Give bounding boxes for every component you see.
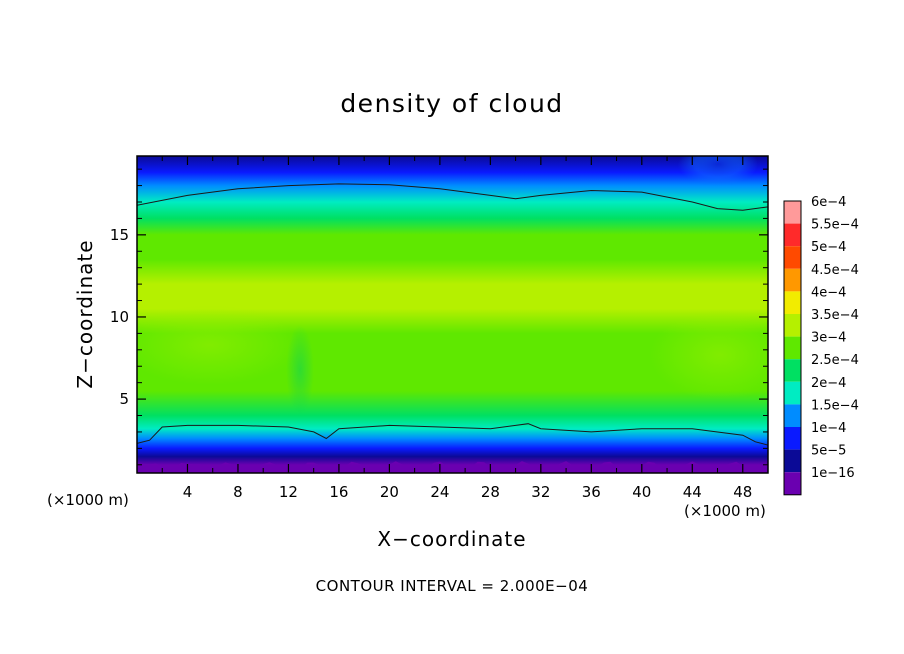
colorbar-label: 6e−4 (811, 195, 846, 210)
x-tick-label: 16 (329, 483, 348, 501)
colorbar-swatch (784, 268, 801, 292)
colorbar-label: 1.5e−4 (811, 398, 859, 413)
bright-region-right (650, 310, 768, 400)
ground-band (137, 461, 768, 473)
contour-line-lower (137, 423, 768, 446)
colorbar-swatch (784, 449, 801, 473)
x-tick-label: 20 (380, 483, 399, 501)
plot-area (137, 156, 768, 473)
colorbar-swatch (784, 427, 801, 450)
bright-region-left (137, 305, 300, 385)
contour-interval-label: CONTOUR INTERVAL = 2.000E−04 (316, 577, 589, 595)
colorbar-label: 5e−5 (811, 444, 846, 459)
colorbar-label: 5e−4 (811, 240, 846, 255)
colorbar-label: 5.5e−4 (811, 218, 859, 233)
x-tick-label: 40 (632, 483, 651, 501)
colorbar-swatch (784, 472, 801, 495)
x-tick-label: 36 (582, 483, 601, 501)
y-tick-label: 10 (110, 308, 129, 326)
colorbar-label: 4.5e−4 (811, 263, 859, 278)
colorbar-swatch (784, 223, 801, 247)
colorbar-swatch (784, 314, 801, 337)
colorbar-swatch (784, 381, 801, 405)
x-tick-label: 24 (430, 483, 449, 501)
x-tick-label: 12 (279, 483, 298, 501)
x-tick-label: 28 (481, 483, 500, 501)
y-axis: 5 10 15 (110, 168, 768, 466)
contour-line-upper (137, 183, 768, 211)
y-tick-label: 15 (110, 226, 129, 244)
colorbar-swatch (784, 359, 801, 382)
colorbar-label: 1e−4 (811, 421, 846, 436)
colorbar-label: 1e−16 (811, 466, 855, 481)
plume-region (286, 325, 314, 415)
x-tick-label: 44 (683, 483, 702, 501)
colorbar-label: 3e−4 (811, 331, 846, 346)
x-tick-label: 48 (733, 483, 752, 501)
colorbar-label: 3.5e−4 (811, 308, 859, 323)
colorbar-label: 4e−4 (811, 285, 846, 300)
colorbar-label: 2e−4 (811, 376, 846, 391)
plot-frame (136, 155, 769, 474)
colorbar-swatch (784, 246, 801, 269)
x-tick-label: 32 (531, 483, 550, 501)
colorbar-swatch (784, 291, 801, 314)
x-axis-label: X−coordinate (377, 527, 526, 551)
y-tick-label: 5 (119, 390, 129, 408)
colorbar-label: 2.5e−4 (811, 353, 859, 368)
chart-title: density of cloud (340, 89, 563, 118)
colorbar-swatch (784, 336, 801, 360)
x-axis-unit-left: (×1000 m) (47, 491, 129, 509)
y-axis-label: Z−coordinate (73, 239, 97, 388)
x-axis: 4 8 12 16 20 24 28 32 36 40 44 48 (161, 156, 752, 501)
x-axis-unit-right: (×1000 m) (684, 502, 766, 520)
colorbar: 6e−4 5.5e−4 5e−4 4.5e−4 4e−4 3.5e−4 3e−4 2.5e−4… (783, 195, 859, 496)
colorbar-swatch (784, 404, 801, 427)
colorbar-swatch (784, 201, 801, 224)
upper-low-density-region (678, 156, 758, 186)
x-tick-label: 4 (183, 483, 193, 501)
x-tick-label: 8 (233, 483, 243, 501)
colorbar-frame (783, 200, 802, 496)
